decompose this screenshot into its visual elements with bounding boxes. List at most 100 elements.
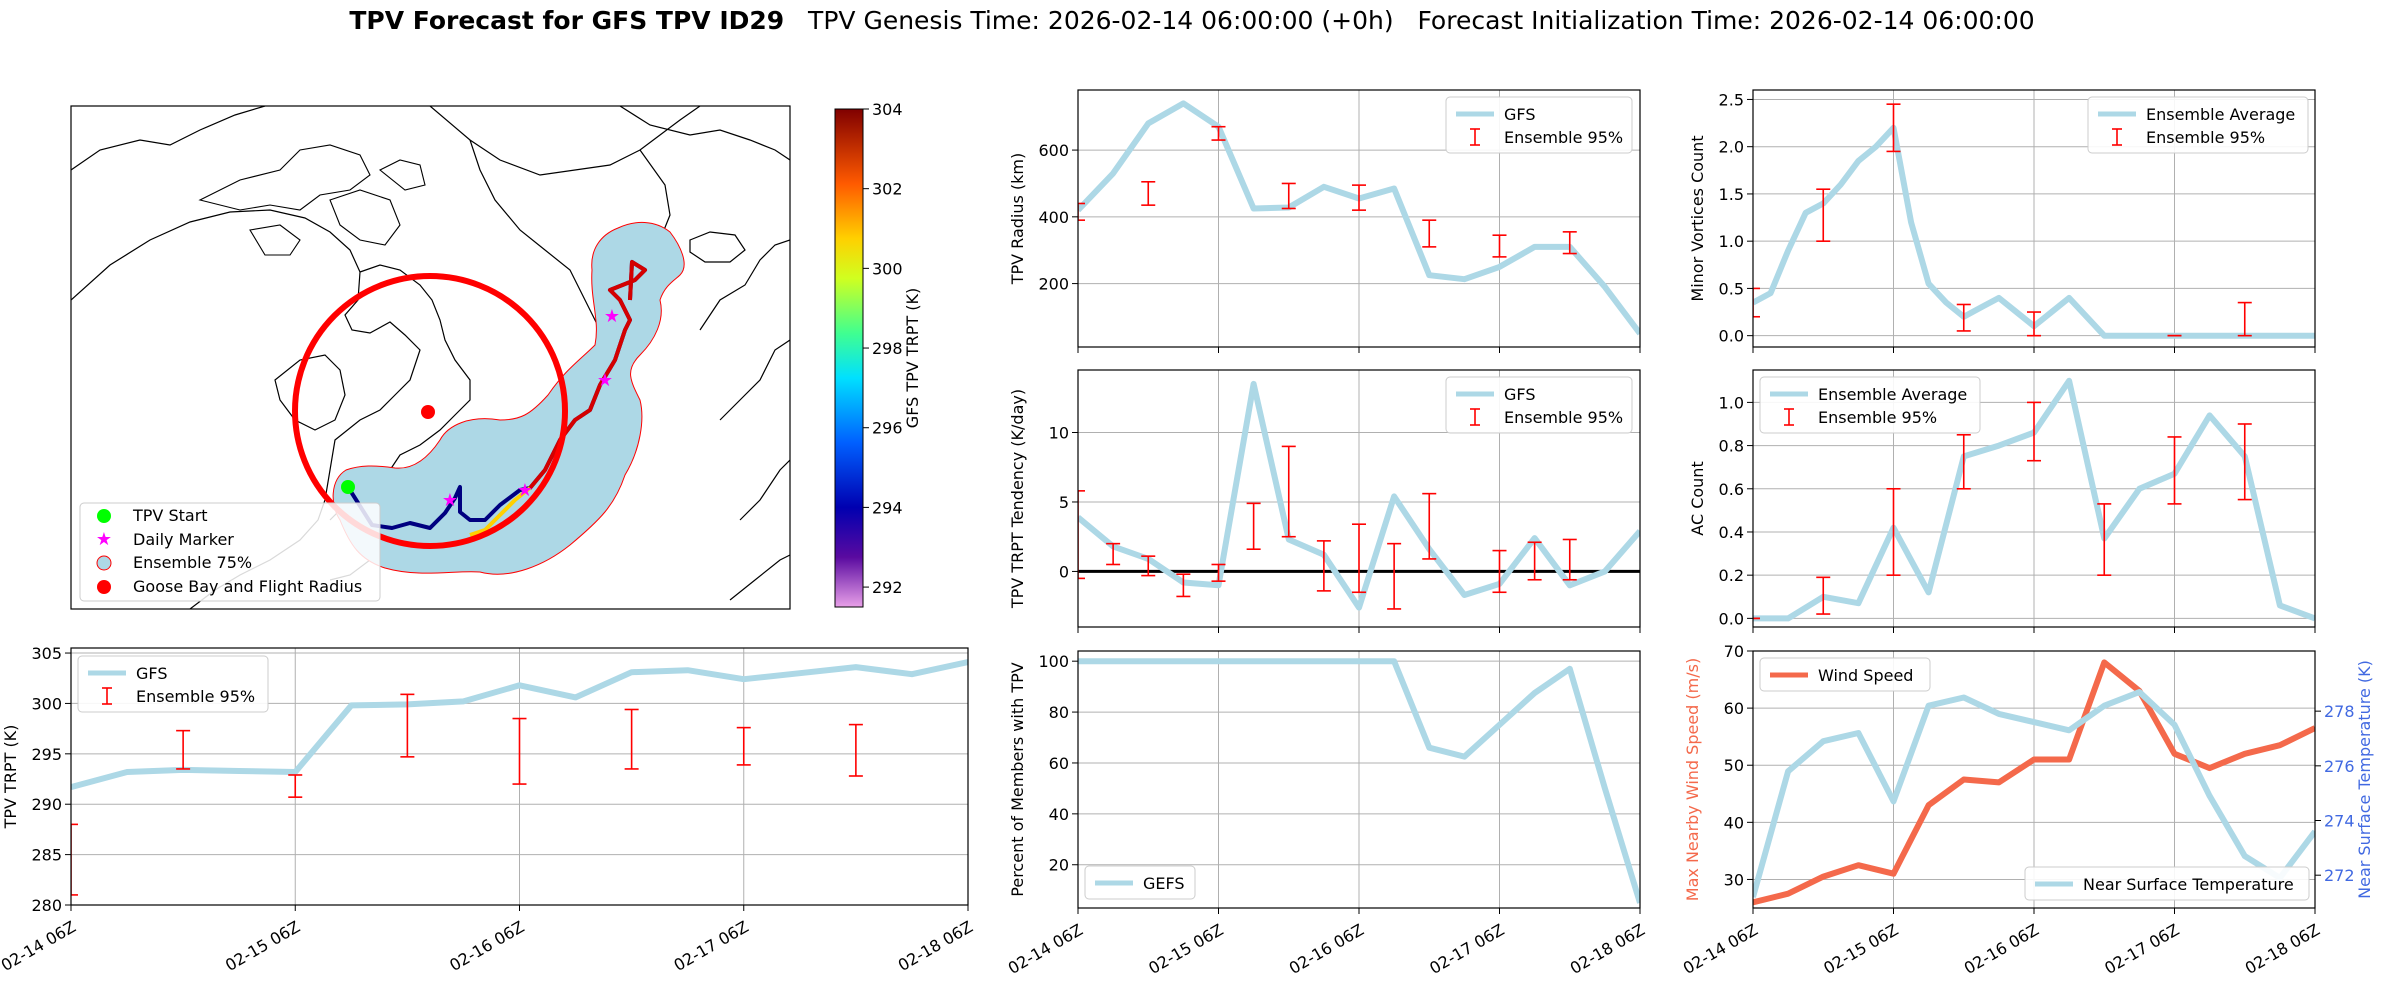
axes-frame bbox=[1752, 369, 2316, 628]
colorbar-tick-label: 304 bbox=[872, 100, 903, 119]
legend-start-icon bbox=[97, 509, 111, 523]
y-tick-label: 200 bbox=[1038, 275, 1069, 294]
goose-bay-flight-radius bbox=[292, 273, 568, 549]
y-tick-label: 300 bbox=[31, 694, 62, 713]
x-tick-label: 02-16 06Z bbox=[1286, 920, 1367, 978]
y-axis-label: Minor Vortices Count bbox=[1688, 135, 1707, 301]
x-tick-label: 02-16 06Z bbox=[446, 917, 527, 975]
y-tick-label: 40 bbox=[1049, 805, 1069, 824]
y-tick-label: 1.0 bbox=[1719, 393, 1744, 412]
daily-marker: ★ bbox=[442, 490, 458, 511]
plot-area bbox=[71, 659, 968, 896]
map-content: ★ ★ ★ ★ TPV Start ★ Daily Marker Ensembl… bbox=[71, 106, 790, 609]
map-frame bbox=[70, 105, 791, 610]
legend-label: GFS bbox=[1504, 105, 1535, 124]
x-tick-label: 02-18 06Z bbox=[1567, 920, 1648, 978]
y-tick-label: 70 bbox=[1724, 642, 1744, 661]
y-axis-label: AC Count bbox=[1688, 461, 1707, 535]
legend-box bbox=[1445, 96, 1633, 154]
y-tick-label: 0.6 bbox=[1719, 480, 1744, 499]
legend-label: Ensemble 95% bbox=[1504, 128, 1623, 147]
y-tick-label: 50 bbox=[1724, 756, 1744, 775]
x-tick-label: 02-14 06Z bbox=[0, 917, 79, 975]
colorbar-label: GFS TPV TRPT (K) bbox=[903, 288, 922, 428]
y-tick-label: 60 bbox=[1049, 754, 1069, 773]
y-tick-label: 400 bbox=[1038, 208, 1069, 227]
x-tick-label: 02-17 06Z bbox=[670, 917, 751, 975]
legend-box bbox=[1759, 657, 1931, 692]
chart-legend: Near Surface Temperature bbox=[2024, 866, 2310, 901]
y-tick-label: 1.0 bbox=[1719, 232, 1744, 251]
x-tick-label: 02-14 06Z bbox=[1680, 920, 1761, 978]
y-tick-label: 600 bbox=[1038, 141, 1069, 160]
legend-label: TPV Start bbox=[132, 506, 208, 525]
daily-marker: ★ bbox=[604, 306, 620, 327]
y-tick-label: 10 bbox=[1049, 424, 1069, 443]
y-tick-label: 40 bbox=[1724, 813, 1744, 832]
axes-frame bbox=[70, 647, 969, 906]
y-tick-label: 20 bbox=[1049, 856, 1069, 875]
series-line-pct-0 bbox=[1078, 658, 1640, 904]
map-legend: TPV Start ★ Daily Marker Ensemble 75% Go… bbox=[79, 502, 381, 602]
chart-legend: Ensemble Average Ensemble 95% bbox=[1759, 376, 1981, 434]
legend-label: GFS bbox=[136, 664, 167, 683]
plot-area bbox=[1753, 377, 2315, 622]
y-tick-label: 280 bbox=[31, 896, 62, 915]
x-tick-label: 02-17 06Z bbox=[1426, 920, 1507, 978]
x-tick-label: 02-15 06Z bbox=[1820, 920, 1901, 978]
axes-frame bbox=[1752, 650, 2316, 909]
y-axis-label-right: Near Surface Temperature (K) bbox=[2355, 660, 2374, 899]
y-tick-label: 0.0 bbox=[1719, 327, 1744, 346]
colorbar-tick-label: 294 bbox=[872, 498, 903, 517]
chart-legend: Ensemble Average Ensemble 95% bbox=[2087, 96, 2309, 154]
legend-star-icon: ★ bbox=[96, 529, 112, 550]
legend-label: Ensemble Average bbox=[1818, 385, 1967, 404]
chart-legend: GFS Ensemble 95% bbox=[1445, 96, 1633, 154]
map-panel: ★ ★ ★ ★ TPV Start ★ Daily Marker Ensembl… bbox=[70, 100, 922, 610]
legend-label: Ensemble 95% bbox=[2146, 128, 2265, 147]
chart-legend: GEFS bbox=[1084, 865, 1196, 900]
y-tick-label: 0.2 bbox=[1719, 566, 1744, 585]
legend-label: Ensemble Average bbox=[2146, 105, 2295, 124]
legend-box bbox=[1445, 376, 1633, 434]
chart-legend: GFS Ensemble 95% bbox=[77, 655, 269, 713]
arctic-islands bbox=[198, 144, 426, 256]
axes-frame bbox=[1077, 650, 1641, 909]
y-tick-label: 5 bbox=[1059, 493, 1069, 512]
plot-area bbox=[1753, 103, 2315, 339]
legend-label: Daily Marker bbox=[133, 530, 234, 549]
y-tick-label: 0.4 bbox=[1719, 523, 1744, 542]
legend-ensemble-icon bbox=[96, 555, 112, 571]
title-init: Forecast Initialization Time: 2026-02-14… bbox=[1417, 6, 2035, 35]
chart-minor: 0.0 0.5 1.0 1.5 2.0 2.5 Minor Vortices Count bbox=[1688, 89, 2316, 353]
y-tick-label: 305 bbox=[31, 644, 62, 663]
x-tick-label: 02-16 06Z bbox=[1961, 920, 2042, 978]
y-tick-label: 0.5 bbox=[1719, 279, 1744, 298]
legend-label: GFS bbox=[1504, 385, 1535, 404]
legend-box bbox=[1084, 865, 1196, 900]
x-tick-label: 02-15 06Z bbox=[1145, 920, 1226, 978]
axes-frame bbox=[1752, 89, 2316, 348]
title-genesis: TPV Genesis Time: 2026-02-14 06:00:00 (+… bbox=[808, 6, 1394, 35]
axes-frame bbox=[1077, 369, 1641, 628]
y-axis-label: Max Nearby Wind Speed (m/s) bbox=[1683, 658, 1702, 901]
y-tick-label: 0.8 bbox=[1719, 437, 1744, 456]
legend-label: Ensemble 95% bbox=[1504, 408, 1623, 427]
chart-pct: 20 40 60 80 100 02-14 06Z 02-15 06Z 02-16 06Z 02… bbox=[1005, 650, 1648, 978]
x-tick-label: 02-18 06Z bbox=[895, 917, 976, 975]
chart-ac: 0.0 0.2 0.4 0.6 0.8 1.0 AC Count bbox=[1688, 369, 2316, 633]
legend-label: Goose Bay and Flight Radius bbox=[133, 577, 362, 596]
title-bold: TPV Forecast for GFS TPV ID29 bbox=[349, 6, 785, 35]
plot-area bbox=[1078, 658, 1640, 904]
daily-marker: ★ bbox=[517, 480, 533, 501]
plot-area bbox=[1753, 659, 2315, 906]
x-tick-label: 02-14 06Z bbox=[1005, 920, 1086, 978]
y-tick-label: 30 bbox=[1724, 870, 1744, 889]
colorbar-tick-label: 300 bbox=[872, 259, 903, 278]
x-tick-label: 02-15 06Z bbox=[222, 917, 303, 975]
x-tick-label: 02-18 06Z bbox=[2242, 920, 2323, 978]
y-tick-label: 285 bbox=[31, 846, 62, 865]
y-tick-label: 295 bbox=[31, 745, 62, 764]
